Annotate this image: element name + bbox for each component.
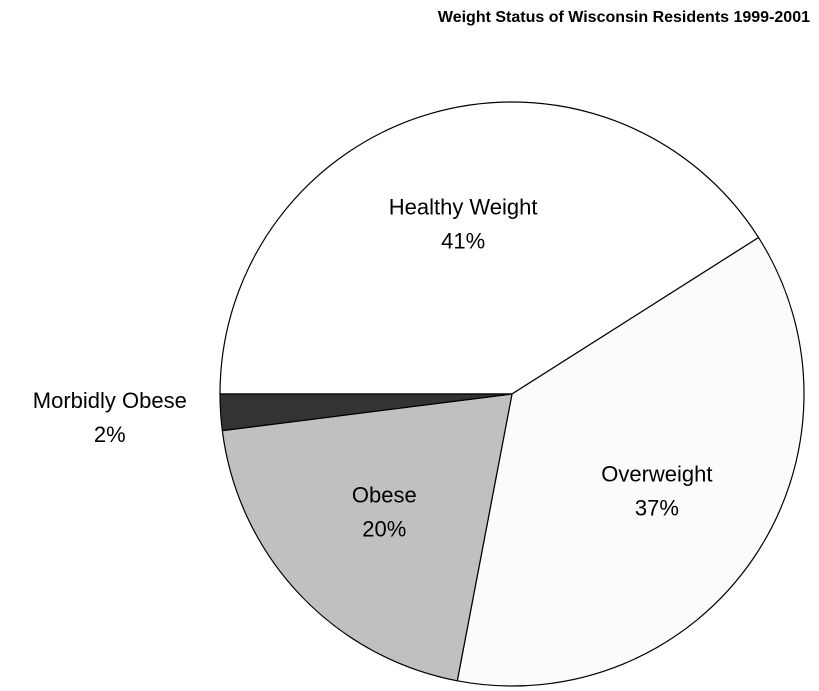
slice-value: 37% <box>635 495 679 520</box>
slice-value: 20% <box>362 517 406 542</box>
pie-slice <box>219 393 513 432</box>
slice-value: 41% <box>441 229 485 254</box>
slice-label: Morbidly Obese <box>33 388 187 413</box>
slice-label: Overweight <box>601 461 712 486</box>
pie-slice <box>219 101 760 395</box>
chart-title: Weight Status of Wisconsin Residents 199… <box>438 9 810 26</box>
slice-label: Obese <box>352 483 417 508</box>
pie-slice <box>456 236 805 687</box>
slice-label: Healthy Weight <box>389 195 538 220</box>
pie-slice <box>221 393 513 682</box>
slice-value: 2% <box>94 422 126 447</box>
